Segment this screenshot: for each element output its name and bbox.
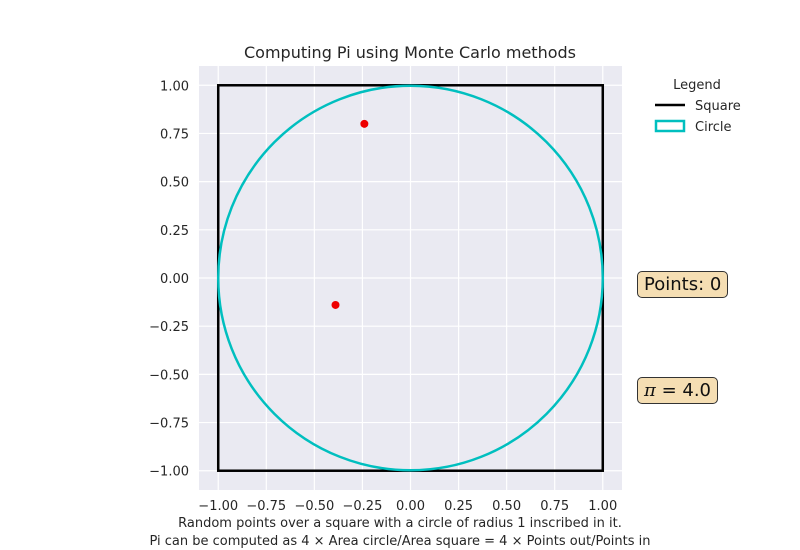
random-points xyxy=(331,119,369,309)
caption-line-1: Random points over a square with a circl… xyxy=(178,516,622,531)
x-tick-label: 1.00 xyxy=(588,499,617,514)
data-point xyxy=(331,300,340,309)
x-tick-label: 0.25 xyxy=(444,499,473,514)
y-tick-label: −0.50 xyxy=(149,368,189,383)
y-tick-label: −0.25 xyxy=(149,320,189,335)
chart-title: Computing Pi using Monte Carlo methods xyxy=(244,43,576,62)
legend-circle-label: Circle xyxy=(695,120,732,135)
y-tick-label: −1.00 xyxy=(149,465,189,480)
legend-square-label: Square xyxy=(695,99,741,114)
data-point xyxy=(360,119,369,128)
y-tick-label: 0.00 xyxy=(160,272,189,287)
x-tick-label: 0.75 xyxy=(540,499,569,514)
y-tick-label: 0.75 xyxy=(160,127,189,142)
x-tick-label: −0.25 xyxy=(343,499,383,514)
y-tick-label: −0.75 xyxy=(149,417,189,432)
pi-estimate-value: = 4.0 xyxy=(655,380,711,401)
pi-estimate-box: π = 4.0 xyxy=(637,377,718,404)
points-count-label: Points: 0 xyxy=(644,274,722,295)
legend-circle-swatch xyxy=(654,119,686,133)
x-tick-label: −1.00 xyxy=(198,499,238,514)
points-count-box: Points: 0 xyxy=(637,271,729,298)
y-tick-label: 0.25 xyxy=(160,224,189,239)
inscribed-circle xyxy=(216,84,605,472)
y-axis-ticks: −1.00 −0.75 −0.50 −0.25 0.00 0.25 0.50 0.75 1.00 xyxy=(149,79,189,479)
caption-line-2: Pi can be computed as 4 × Area circle/Ar… xyxy=(149,534,651,549)
pi-symbol: π xyxy=(644,380,656,401)
legend: Legend Square Circle xyxy=(654,78,741,135)
x-tick-label: 0.00 xyxy=(396,499,425,514)
x-tick-label: −0.75 xyxy=(246,499,286,514)
x-tick-label: 0.50 xyxy=(492,499,521,514)
x-axis-ticks: −1.00 −0.75 −0.50 −0.25 0.00 0.25 0.50 0.75 1.00 xyxy=(198,499,617,514)
y-tick-label: 0.50 xyxy=(160,176,189,191)
y-tick-label: 1.00 xyxy=(160,79,189,94)
x-tick-label: −0.50 xyxy=(294,499,334,514)
legend-title: Legend xyxy=(673,78,721,93)
